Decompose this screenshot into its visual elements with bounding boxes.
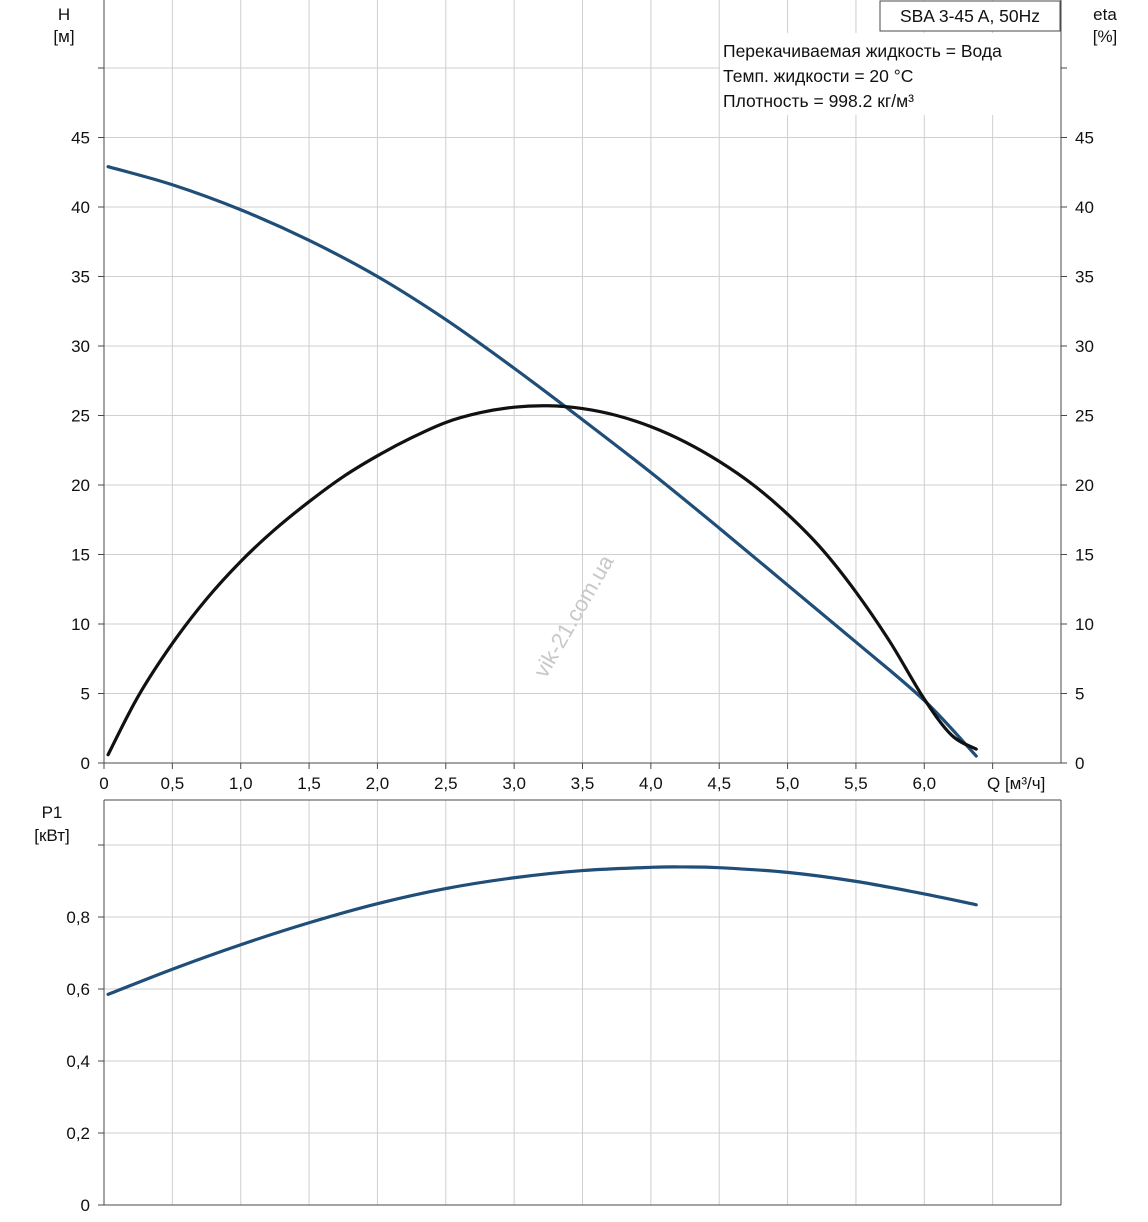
- legend-title: SBA 3-45 A, 50Hz: [900, 6, 1040, 26]
- top-y-left-tick-label: 35: [71, 268, 90, 287]
- bottom-chart-grid: [104, 800, 1061, 1205]
- y-left-axis-title: H: [58, 5, 70, 24]
- top-y-right-tick-label: 0: [1075, 754, 1084, 773]
- top-y-right-tick-labels: 0 5 10 15 20 25 30 35 40 45: [1061, 67, 1094, 773]
- top-x-tick-label: 1,5: [297, 774, 321, 793]
- top-x-tick-label: 0,5: [161, 774, 185, 793]
- watermark: vik-21.com.ua: [528, 550, 619, 682]
- top-x-tick-label: 0: [99, 774, 108, 793]
- top-x-tick-label: 5,0: [776, 774, 800, 793]
- top-y-left-tick-label: 10: [71, 615, 90, 634]
- top-chart-series: [106, 165, 978, 758]
- y-right-axis-unit: [%]: [1093, 27, 1118, 46]
- top-y-right-tick-label: 10: [1075, 615, 1094, 634]
- top-y-right-tick-label: 25: [1075, 407, 1094, 426]
- x-axis-title: Q [м³/ч]: [987, 774, 1045, 793]
- bottom-y-tick-label: 0: [81, 1196, 90, 1215]
- top-y-left-tick-label: 30: [71, 337, 90, 356]
- power-curve: [106, 865, 978, 996]
- top-x-tick-labels: 0 0,5 1,0 1,5 2,0 2,5 3,0 3,5 4,0 4,5 5,0 5,5 6,0: [99, 763, 994, 793]
- head-curve: [106, 165, 978, 758]
- top-y-right-tick-label: 5: [1075, 685, 1084, 704]
- bottom-y-axis-unit: [кВт]: [34, 826, 69, 845]
- top-y-left-tick-label: 15: [71, 546, 90, 565]
- top-x-tick-label: 2,0: [366, 774, 390, 793]
- bottom-y-axis-title: P1: [42, 803, 63, 822]
- info-box: [720, 33, 1060, 115]
- top-y-right-tick-label: 35: [1075, 268, 1094, 287]
- top-y-right-tick-label: 20: [1075, 476, 1094, 495]
- top-y-right-tick-label: 15: [1075, 546, 1094, 565]
- top-x-tick-label: 3,5: [571, 774, 595, 793]
- bottom-chart-frame: [103, 799, 1062, 1206]
- y-left-axis-unit: [м]: [53, 27, 74, 46]
- info-line-density: Плотность = 998.2 кг/м³: [723, 91, 914, 111]
- top-y-left-tick-label: 20: [71, 476, 90, 495]
- bottom-y-tick-labels: 0 0,2 0,4 0,6 0,8: [66, 844, 104, 1215]
- top-y-left-tick-labels: 0 5 10 15 20 25 30 35 40 45: [71, 67, 104, 773]
- info-line-temperature: Темп. жидкости = 20 °C: [723, 66, 913, 86]
- top-y-left-tick-label: 40: [71, 198, 90, 217]
- efficiency-curve: [106, 404, 978, 757]
- top-x-tick-label: 4,5: [707, 774, 731, 793]
- bottom-y-tick-label: 0,6: [66, 980, 90, 999]
- top-y-left-tick-label: 25: [71, 407, 90, 426]
- top-y-left-tick-label: 45: [71, 129, 90, 148]
- top-y-right-tick-label: 40: [1075, 198, 1094, 217]
- top-y-left-tick-label: 5: [81, 685, 90, 704]
- bottom-y-tick-label: 0,4: [66, 1052, 90, 1071]
- top-y-right-tick-label: 45: [1075, 129, 1094, 148]
- legend-title-box: [879, 0, 1061, 32]
- top-y-right-tick-label: 30: [1075, 337, 1094, 356]
- top-x-tick-label: 5,5: [844, 774, 868, 793]
- top-y-left-tick-label: 0: [81, 754, 90, 773]
- y-right-axis-title: eta: [1093, 5, 1117, 24]
- top-x-tick-label: 3,0: [502, 774, 526, 793]
- top-x-tick-label: 2,5: [434, 774, 458, 793]
- top-x-tick-label: 1,0: [229, 774, 253, 793]
- bottom-y-tick-label: 0,2: [66, 1124, 90, 1143]
- info-line-fluid: Перекачиваемая жидкость = Вода: [723, 41, 1002, 61]
- bottom-y-tick-label: 0,8: [66, 908, 90, 927]
- top-x-tick-label: 4,0: [639, 774, 663, 793]
- top-x-tick-label: 6,0: [912, 774, 936, 793]
- bottom-chart-series: [106, 865, 978, 996]
